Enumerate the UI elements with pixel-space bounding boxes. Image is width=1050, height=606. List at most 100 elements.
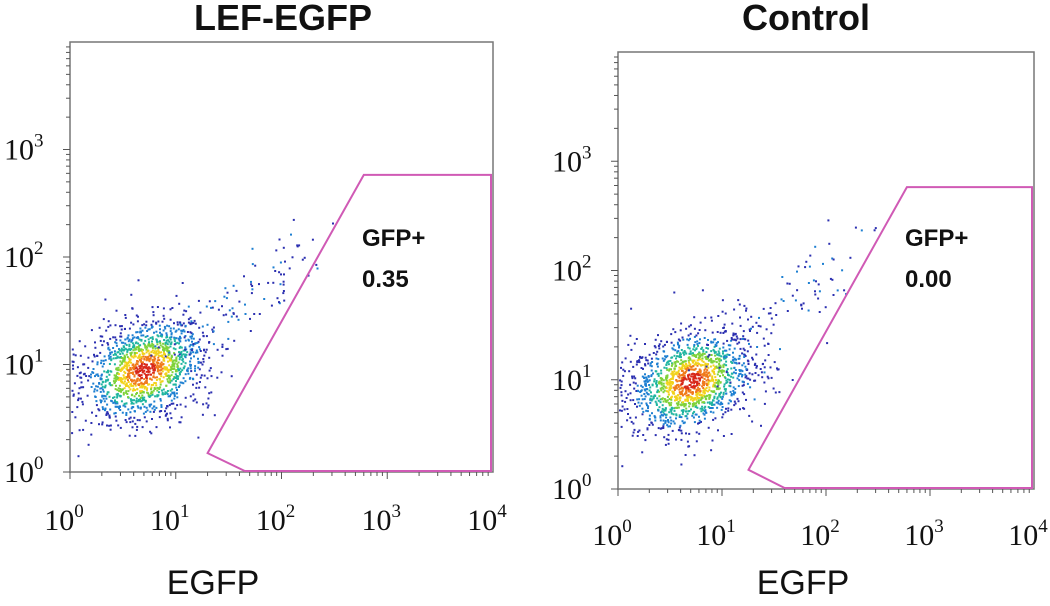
scatter-point xyxy=(141,399,144,402)
scatter-point xyxy=(698,394,701,396)
scatter-point xyxy=(685,368,688,371)
scatter-point xyxy=(705,351,708,354)
scatter-point xyxy=(99,377,102,380)
scatter-point xyxy=(182,377,185,380)
scatter-point xyxy=(670,398,673,401)
scatter-point xyxy=(732,356,735,359)
scatter-point xyxy=(198,346,201,349)
scatter-point xyxy=(729,381,732,384)
scatter-point xyxy=(739,372,742,375)
scatter-point xyxy=(687,369,690,372)
scatter-point xyxy=(702,350,705,353)
scatter-point xyxy=(143,365,146,368)
scatter-point xyxy=(101,423,104,426)
scatter-point xyxy=(128,434,131,437)
scatter-point xyxy=(692,386,695,389)
scatter-point xyxy=(91,411,93,414)
scatter-point xyxy=(680,367,683,370)
scatter-point xyxy=(703,369,706,372)
scatter-point xyxy=(670,384,673,387)
scatter-point xyxy=(292,218,295,221)
scatter-point xyxy=(711,439,714,442)
scatter-point xyxy=(204,386,207,389)
scatter-point xyxy=(100,387,103,390)
scatter-point xyxy=(76,406,79,409)
scatter-point xyxy=(702,387,705,389)
scatter-point xyxy=(735,358,737,361)
scatter-point xyxy=(134,355,137,358)
scatter-point xyxy=(682,401,684,404)
scatter-point xyxy=(193,355,195,358)
scatter-point xyxy=(201,325,204,328)
scatter-point xyxy=(175,375,178,377)
scatter-point xyxy=(675,357,677,360)
scatter-point xyxy=(124,356,126,359)
scatter-point xyxy=(137,406,140,409)
gate-label: GFP+ xyxy=(905,225,968,252)
scatter-point xyxy=(144,339,147,342)
scatter-point xyxy=(107,412,109,415)
scatter-point xyxy=(697,332,700,335)
scatter-point xyxy=(311,238,314,241)
scatter-point xyxy=(710,407,713,409)
scatter-point xyxy=(683,350,686,352)
scatter-point xyxy=(648,424,651,426)
scatter-point xyxy=(251,263,254,266)
scatter-point xyxy=(637,430,640,433)
scatter-point xyxy=(139,370,141,372)
scatter-point xyxy=(189,331,192,334)
scatter-point xyxy=(189,322,192,325)
scatter-point xyxy=(134,382,137,385)
scatter-point xyxy=(728,384,731,387)
scatter-point xyxy=(715,381,718,384)
scatter-point xyxy=(191,335,193,338)
scatter-point xyxy=(90,329,93,332)
scatter-point xyxy=(99,335,102,338)
scatter-point xyxy=(759,325,762,328)
scatter-point xyxy=(669,388,672,391)
scatter-point xyxy=(122,404,125,407)
scatter-point xyxy=(203,349,205,352)
scatter-point xyxy=(127,374,130,377)
scatter-point xyxy=(198,368,201,371)
scatter-point xyxy=(701,359,704,362)
scatter-point xyxy=(79,397,82,400)
scatter-point xyxy=(76,374,79,377)
scatter-point xyxy=(163,367,166,370)
scatter-point xyxy=(730,339,733,342)
scatter-point xyxy=(168,351,171,354)
scatter-point xyxy=(660,369,663,372)
scatter-point xyxy=(698,352,701,355)
scatter-point xyxy=(770,317,773,320)
scatter-point xyxy=(744,365,747,368)
scatter-point xyxy=(168,364,171,367)
scatter-point xyxy=(698,342,701,345)
scatter-point xyxy=(646,410,649,413)
scatter-point xyxy=(270,304,273,307)
scatter-point xyxy=(162,307,165,310)
scatter-point xyxy=(694,367,697,370)
scatter-point xyxy=(184,373,187,376)
scatter-point xyxy=(769,366,772,369)
scatter-point xyxy=(815,280,817,283)
scatter-point xyxy=(672,376,675,379)
scatter-point xyxy=(754,372,757,374)
scatter-point xyxy=(699,407,702,410)
scatter-point xyxy=(638,404,641,407)
scatter-point xyxy=(629,360,632,363)
scatter-point xyxy=(158,324,161,327)
scatter-point xyxy=(115,378,118,381)
scatter-point xyxy=(135,348,138,351)
scatter-point xyxy=(779,348,781,351)
scatter-point xyxy=(103,400,106,403)
scatter-point xyxy=(721,310,724,313)
scatter-point xyxy=(130,293,133,296)
scatter-point xyxy=(689,365,692,368)
scatter-point xyxy=(650,357,653,360)
scatter-point xyxy=(762,307,765,310)
scatter-point xyxy=(705,355,708,358)
scatter-point xyxy=(662,400,665,403)
scatter-point xyxy=(199,361,202,364)
scatter-point xyxy=(197,299,200,302)
